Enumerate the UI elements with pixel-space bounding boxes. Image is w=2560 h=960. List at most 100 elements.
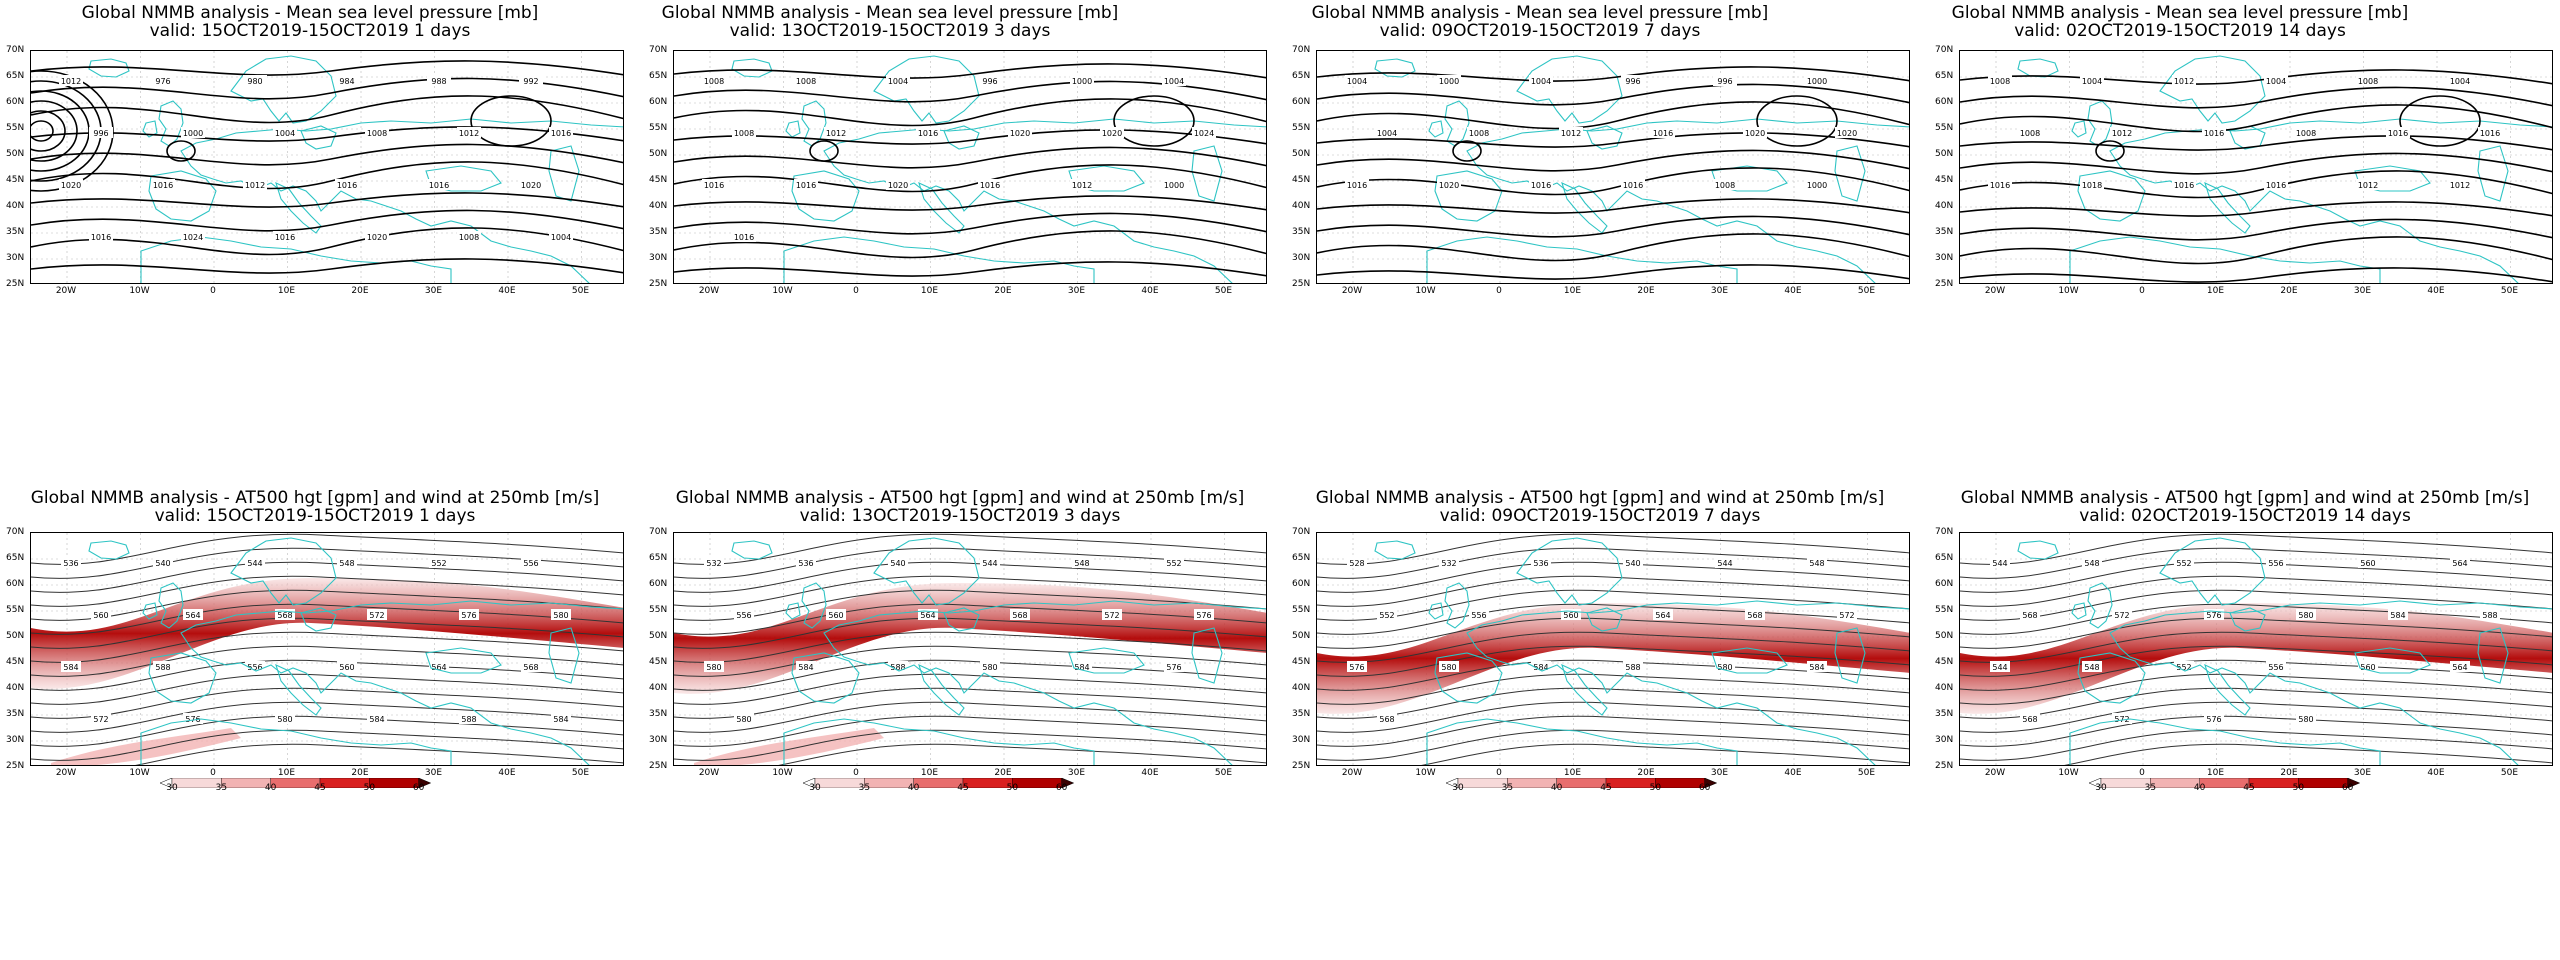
isobar-label: 1004 xyxy=(551,233,571,242)
lat-tick-label: 60N xyxy=(1292,97,1311,107)
height-label: 540 xyxy=(1625,559,1640,568)
wind-jet-shading xyxy=(31,578,623,765)
height-labels: 528 532 536 540 544 548 552 556 560 564 568 572 576 5… xyxy=(1347,557,1857,724)
colorbar-tick-label: 60 xyxy=(1055,783,1068,793)
isobar-label: 1004 xyxy=(2082,77,2102,86)
lon-tick-label: 30E xyxy=(424,768,443,778)
lat-tick-label: 60N xyxy=(6,97,25,107)
lon-tick-label: 20W xyxy=(698,768,720,778)
height-label: 580 xyxy=(982,663,997,672)
height-label: 552 xyxy=(2176,559,2191,568)
coastlines xyxy=(88,537,623,765)
height-label: 540 xyxy=(890,559,905,568)
height-label: 560 xyxy=(1563,611,1578,620)
isobar-label: 1008 xyxy=(1715,181,1735,190)
triangle-arrow-icon xyxy=(1704,777,1718,789)
height-label: 588 xyxy=(461,715,476,724)
height-label: 560 xyxy=(339,663,354,672)
isobar-label: 988 xyxy=(431,77,446,86)
lat-tick-label: 65N xyxy=(1935,553,1954,563)
isobar-label: 1008 xyxy=(734,129,754,138)
lat-tick-label: 25N xyxy=(6,279,25,289)
colorbar-tick-label: 30 xyxy=(1452,783,1464,793)
lon-tick-label: 30E xyxy=(1710,768,1729,778)
height-label: 564 xyxy=(2452,663,2467,672)
lon-tick-label: 50E xyxy=(571,286,590,296)
wind-speed-colorbar: 30 35 40 45 50 60 xyxy=(1445,773,1766,793)
lon-tick-label: 40E xyxy=(2427,768,2445,778)
isobar-label: 1016 xyxy=(2266,181,2286,190)
isobar-label: 1008 xyxy=(2296,129,2316,138)
lon-tick-label: 0 xyxy=(210,768,216,778)
height-label: 548 xyxy=(2084,559,2099,568)
lon-tick-label: 30E xyxy=(2353,286,2372,296)
height-label: 560 xyxy=(2360,559,2375,568)
isobar-label: 1016 xyxy=(2480,129,2500,138)
colorbar-tick-label: 40 xyxy=(2193,783,2206,793)
lat-tick-label: 35N xyxy=(6,709,25,719)
hgt-wind-map-frame: 536 540 544 548 552 556 560 564 568 572 576 580 584 5… xyxy=(30,532,624,766)
lat-tick-label: 45N xyxy=(1935,175,1954,185)
lat-tick-label: 25N xyxy=(1292,279,1311,289)
isobar-label: 996 xyxy=(93,129,108,138)
height-labels: 544 548 552 556 560 564 568 572 576 580 584 588 544 5… xyxy=(1990,557,2500,724)
coastlines xyxy=(731,537,1266,765)
lat-tick-label: 70N xyxy=(1292,45,1311,55)
lon-tick-label: 40E xyxy=(498,286,516,296)
colorbar-tick-label: 60 xyxy=(1698,783,1711,793)
lon-tick-label: 40E xyxy=(498,768,516,778)
isobar-label: 992 xyxy=(523,77,538,86)
isobar-label: 984 xyxy=(339,77,354,86)
height-label: 544 xyxy=(1992,663,2007,672)
lat-tick-label: 50N xyxy=(649,149,668,159)
height-label: 572 xyxy=(1839,611,1854,620)
lat-tick-label: 25N xyxy=(1935,761,1954,771)
lat-tick-label: 45N xyxy=(1935,657,1954,667)
isobar-label: 1016 xyxy=(429,181,449,190)
lon-tick-label: 20E xyxy=(2280,286,2298,296)
isobar-label: 1004 xyxy=(2266,77,2286,86)
lon-tick-label: 20W xyxy=(1984,286,2006,296)
lat-tick-label: 30N xyxy=(6,735,25,745)
isobar-label: 1016 xyxy=(734,233,754,242)
lat-tick-label: 50N xyxy=(1935,149,1954,159)
isobar-label: 1020 xyxy=(61,181,81,190)
isobar-label: 1024 xyxy=(1194,129,1214,138)
lon-tick-label: 50E xyxy=(2500,286,2519,296)
colorbar-tick-label: 60 xyxy=(412,783,425,793)
lon-tick-label: 50E xyxy=(1214,286,1233,296)
height-label: 568 xyxy=(1012,611,1027,620)
height-label: 580 xyxy=(277,715,292,724)
height-label: 584 xyxy=(1533,663,1548,672)
panel-title-line1: Global NMMB analysis - Mean sea level pr… xyxy=(81,3,539,23)
lon-tick-label: 20W xyxy=(55,768,77,778)
height-labels: 532 536 540 544 548 552 556 560 564 568 572 576 580 5… xyxy=(704,557,1214,724)
panel-title-line2: valid: 09OCT2019-15OCT2019 7 days xyxy=(1439,506,1761,526)
lon-tick-label: 20W xyxy=(1984,768,2006,778)
lat-tick-label: 35N xyxy=(1935,709,1954,719)
lon-tick-label: 20W xyxy=(1341,768,1363,778)
lat-tick-label: 70N xyxy=(1935,45,1954,55)
isobar-label: 996 xyxy=(1625,77,1640,86)
isobar-label: 1020 xyxy=(888,181,908,190)
lat-tick-label: 30N xyxy=(6,253,25,263)
isobar-label: 1016 xyxy=(91,233,111,242)
height-label: 552 xyxy=(431,559,446,568)
height-label: 556 xyxy=(736,611,751,620)
panel-title: Global NMMB analysis - AT500 hgt [gpm] a… xyxy=(1305,489,1895,525)
isobar-label: 1020 xyxy=(367,233,387,242)
colorbar-tick-label: 60 xyxy=(2341,783,2354,793)
height-label: 588 xyxy=(1625,663,1640,672)
height-label: 556 xyxy=(523,559,538,568)
height-label: 556 xyxy=(1471,611,1486,620)
isobar-label: 1008 xyxy=(1990,77,2010,86)
colorbar-tick-label: 40 xyxy=(1550,783,1563,793)
lon-tick-label: 10E xyxy=(277,768,296,778)
height-label: 584 xyxy=(1074,663,1089,672)
isobar-label: 1016 xyxy=(153,181,173,190)
isobar-label: 1016 xyxy=(337,181,357,190)
isobar-label: 1012 xyxy=(2174,77,2194,86)
lat-tick-label: 40N xyxy=(1292,201,1311,211)
lat-tick-label: 55N xyxy=(6,605,25,615)
isobar-label: 980 xyxy=(247,77,262,86)
